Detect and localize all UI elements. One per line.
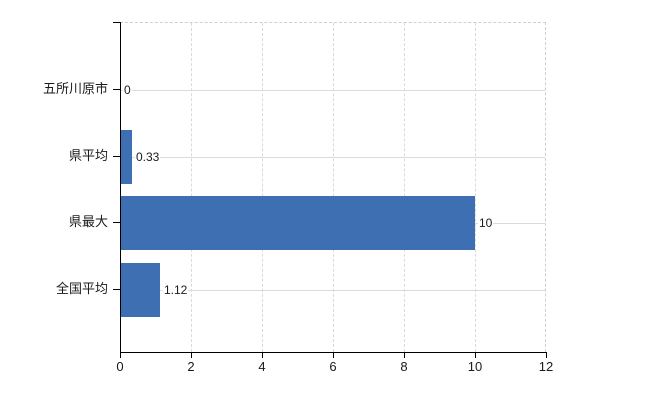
x-axis-tick [475,353,476,358]
value-label: 10 [478,215,494,231]
plot-area: 0 0.33 10 1.12 [120,22,546,352]
x-axis-tick-label: 2 [187,359,195,374]
category-tick [113,289,120,290]
category-label: 五所川原市 [42,81,108,96]
vertical-gridline [404,23,405,352]
x-axis-tick [120,353,121,358]
x-axis-tick-label: 10 [467,359,483,374]
value-label: 1.12 [163,282,189,298]
x-axis-tick-label: 0 [116,359,124,374]
x-axis-tick [546,353,547,358]
horizontal-gridline [120,90,545,91]
vertical-gridline [475,23,476,352]
horizontal-gridline [120,290,545,291]
horizontal-gridline [120,157,545,158]
y-axis [120,22,121,353]
x-axis-tick [333,353,334,358]
axis-top-tick [113,22,120,23]
value-label: 0 [123,82,132,98]
category-label: 県最大 [68,214,108,229]
category-label: 県平均 [68,148,108,163]
x-axis-tick [262,353,263,358]
x-axis-tick-label: 6 [329,359,337,374]
x-axis-tick-label: 8 [400,359,408,374]
bar [120,196,475,250]
x-axis-tick [404,353,405,358]
category-tick [113,222,120,223]
vertical-gridline [191,23,192,352]
category-label: 全国平均 [55,281,108,296]
vertical-gridline [333,23,334,352]
x-axis-tick-label: 4 [258,359,266,374]
category-tick [113,89,120,90]
value-label: 0.33 [135,149,161,165]
bar [120,130,132,184]
x-axis-tick [191,353,192,358]
x-axis-tick-label: 12 [538,359,554,374]
x-axis [120,352,547,353]
category-tick [113,156,120,157]
vertical-gridline [262,23,263,352]
bar [120,263,160,317]
